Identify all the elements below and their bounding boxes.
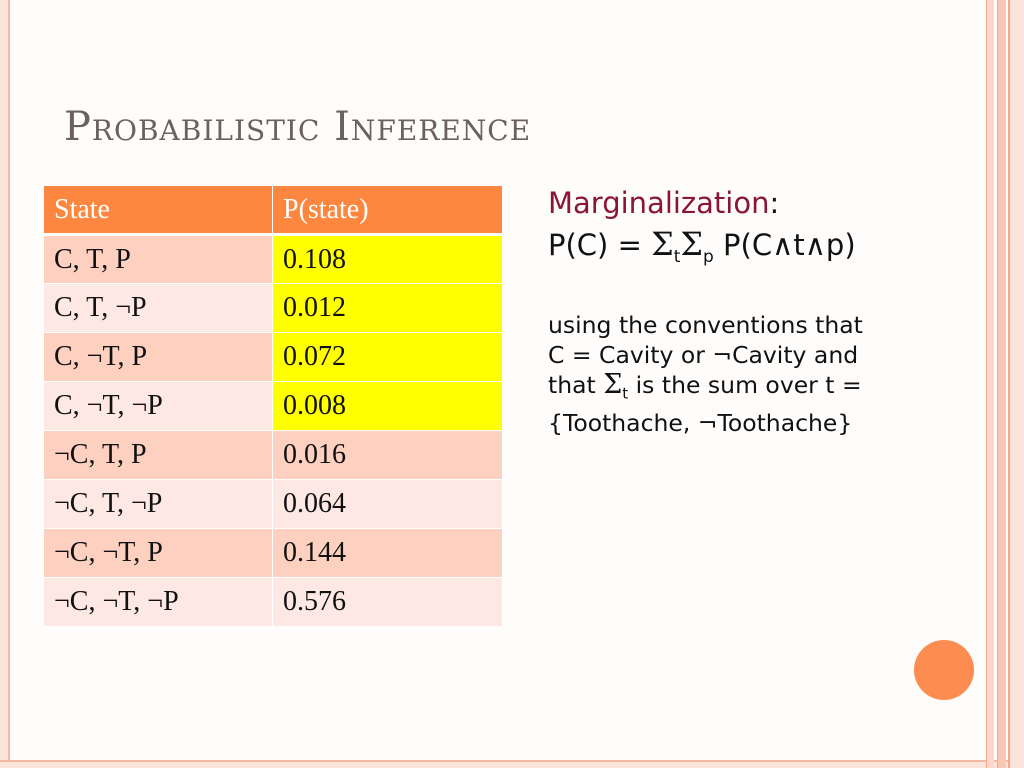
probability-cell: 0.016 (272, 430, 503, 480)
probability-cell: 0.064 (272, 479, 503, 529)
note-line: using the conventions that (548, 310, 863, 339)
sigma-symbol: Σ (651, 225, 674, 263)
sigma-symbol: Σ (603, 368, 623, 400)
frame-right-stripe (986, 0, 994, 768)
probability-cell: 0.144 (272, 528, 503, 578)
frame-bottom-stripe (0, 760, 1024, 768)
note-line: C = Cavity or ¬Cavity and (548, 340, 859, 369)
sigma-symbol: Σ (680, 225, 704, 263)
probability-cell: 0.108 (272, 234, 503, 284)
column-header-state: State (43, 185, 273, 236)
note-line: that Σt is the sum over t = (548, 368, 978, 409)
state-probability-table: State P(state) C, T, P 0.108 C, T, ¬P 0.… (43, 185, 503, 627)
formula-lhs: P(C) = (548, 228, 652, 262)
table-row: ¬C, T, P 0.016 (43, 430, 503, 480)
conventions-note: using the conventions that C = Cavity or… (548, 310, 978, 439)
formula-rhs: P(C∧t∧p) (713, 228, 856, 262)
table-header-row: State P(state) (43, 185, 503, 236)
table-row: ¬C, ¬T, P 0.144 (43, 528, 503, 578)
table-row: C, ¬T, P 0.072 (43, 332, 503, 382)
state-cell: ¬C, ¬T, P (43, 528, 273, 578)
frame-right-stripe (1008, 0, 1024, 768)
state-cell: ¬C, T, P (43, 430, 273, 480)
sigma-subscript-t: t (673, 246, 681, 267)
frame-right-stripe (997, 0, 1006, 768)
table-row: ¬C, T, ¬P 0.064 (43, 479, 503, 529)
probability-cell: 0.008 (272, 381, 503, 431)
state-cell: C, T, ¬P (43, 283, 273, 333)
sigma-subscript-t: t (622, 384, 629, 403)
slide-title: Probabilistic Inference (64, 104, 532, 150)
state-cell: ¬C, ¬T, ¬P (43, 577, 273, 627)
state-cell: ¬C, T, ¬P (43, 479, 273, 529)
frame-left-stripe (0, 0, 10, 768)
table-body: C, T, P 0.108 C, T, ¬P 0.012 C, ¬T, P 0.… (43, 234, 503, 627)
marginalization-panel: Marginalization: P(C) = ΣtΣp P(C∧t∧p) us… (548, 183, 978, 438)
table-row: ¬C, ¬T, ¬P 0.576 (43, 577, 503, 627)
table-row: C, T, ¬P 0.012 (43, 283, 503, 333)
sigma-subscript-p: p (703, 246, 714, 267)
note-line: {Toothache, ¬Toothache} (548, 409, 853, 438)
state-cell: C, T, P (43, 234, 273, 284)
state-cell: C, ¬T, P (43, 332, 273, 382)
state-cell: C, ¬T, ¬P (43, 381, 273, 431)
marginalization-heading-line: Marginalization: (548, 183, 978, 223)
marginalization-heading: Marginalization (548, 186, 770, 220)
probability-cell: 0.012 (272, 283, 503, 333)
probability-cell: 0.576 (272, 577, 503, 627)
note-text: that (548, 370, 604, 399)
column-header-probability: P(state) (272, 185, 503, 236)
heading-colon: : (769, 186, 780, 220)
table-row: C, ¬T, ¬P 0.008 (43, 381, 503, 431)
marginalization-formula: P(C) = ΣtΣp P(C∧t∧p) (548, 223, 978, 278)
note-text: is the sum over t = (628, 370, 862, 399)
probability-cell: 0.072 (272, 332, 503, 382)
table-row: C, T, P 0.108 (43, 234, 503, 284)
decorative-circle (914, 640, 974, 700)
